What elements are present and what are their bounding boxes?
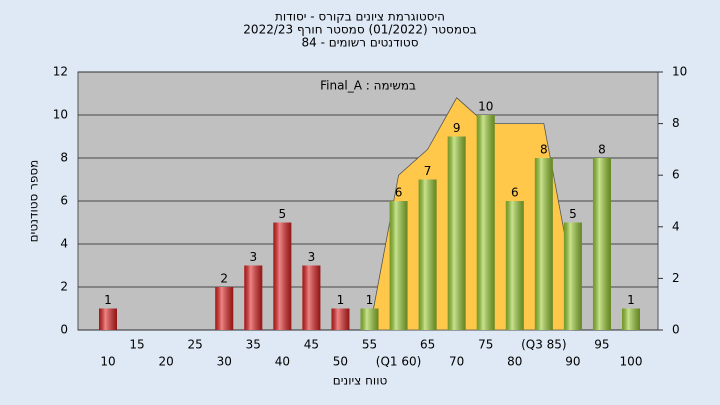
bar-shade bbox=[302, 265, 321, 330]
y2-tick-label: 0 bbox=[672, 323, 680, 337]
data-label: 1 bbox=[366, 293, 374, 307]
y2-tick-label: 6 bbox=[672, 168, 680, 182]
bar-shade bbox=[622, 308, 640, 330]
bar-shade bbox=[360, 308, 379, 330]
x-tick-label: 30 bbox=[217, 355, 232, 369]
data-label: 6 bbox=[511, 186, 519, 200]
bar-shade bbox=[592, 158, 611, 330]
data-label: 1 bbox=[337, 293, 345, 307]
x-tick-label: 50 bbox=[333, 355, 348, 369]
data-label: 5 bbox=[279, 207, 287, 221]
data-label: 1 bbox=[104, 293, 112, 307]
bar-shade bbox=[389, 201, 408, 330]
bar-shade bbox=[418, 179, 437, 330]
bar-shade bbox=[534, 158, 553, 330]
data-label: 3 bbox=[308, 250, 316, 264]
x-tick-label: 55 bbox=[362, 338, 377, 352]
bar-shade bbox=[476, 115, 495, 330]
x-tick-label: 25 bbox=[188, 338, 203, 352]
data-label: 3 bbox=[249, 250, 257, 264]
x-tick-label: 45 bbox=[304, 338, 319, 352]
x-tick-label: 10 bbox=[100, 355, 115, 369]
y-tick-label: 0 bbox=[60, 323, 68, 337]
x-tick-label: 20 bbox=[158, 355, 173, 369]
chart-title: היסטוגרמת ציונים בקורס - יסודות bbox=[275, 10, 445, 24]
bar-shade bbox=[505, 201, 524, 330]
bar-shade bbox=[273, 222, 292, 330]
x-tick-label: 65 bbox=[420, 338, 435, 352]
data-label: 2 bbox=[220, 272, 228, 286]
data-label: 8 bbox=[540, 143, 548, 157]
data-label: 1 bbox=[627, 293, 635, 307]
bar-shade bbox=[331, 308, 350, 330]
x-tick-label: 95 bbox=[594, 338, 609, 352]
y-axis-label: מספר סטודנטים bbox=[27, 160, 41, 243]
bar-shade bbox=[215, 287, 234, 330]
y-tick-label: 8 bbox=[60, 151, 68, 165]
y-tick-label: 6 bbox=[60, 194, 68, 208]
x-tick-label: 80 bbox=[507, 355, 522, 369]
bar-shade bbox=[563, 222, 582, 330]
data-label: 8 bbox=[598, 143, 606, 157]
y2-tick-label: 10 bbox=[672, 65, 687, 79]
data-label: 9 bbox=[453, 121, 461, 135]
y2-tick-label: 2 bbox=[672, 271, 680, 285]
data-label: 7 bbox=[424, 164, 432, 178]
y-tick-label: 12 bbox=[53, 65, 68, 79]
bar-shade bbox=[99, 308, 117, 330]
x-tick-label: 35 bbox=[246, 338, 261, 352]
y-tick-label: 10 bbox=[53, 108, 68, 122]
data-label: 5 bbox=[569, 207, 577, 221]
x-tick-label: 100 bbox=[620, 355, 643, 369]
y2-tick-label: 8 bbox=[672, 116, 680, 130]
x-tick-label: (Q1 60) bbox=[376, 355, 422, 369]
data-label: 6 bbox=[395, 186, 403, 200]
data-label: 10 bbox=[478, 100, 493, 114]
y2-tick-label: 4 bbox=[672, 219, 680, 233]
chart-subtitle: בסמסטר (01/2022) סמסטר חורף 2022/23 bbox=[243, 23, 476, 37]
x-tick-label: 70 bbox=[449, 355, 464, 369]
y-tick-label: 2 bbox=[60, 280, 68, 294]
x-axis-label: טווח ציונים bbox=[333, 374, 388, 388]
x-tick-label: 90 bbox=[565, 355, 580, 369]
x-tick-label: (Q3 85) bbox=[521, 338, 567, 352]
bar-shade bbox=[447, 136, 466, 330]
x-tick-label: 40 bbox=[275, 355, 290, 369]
annotation: Final_A : במשימה bbox=[320, 79, 416, 93]
y-tick-label: 4 bbox=[60, 237, 68, 251]
x-tick-label: 75 bbox=[478, 338, 493, 352]
chart-subtitle: סטודנטים רשומים - 84 bbox=[301, 36, 418, 50]
x-tick-label: 15 bbox=[129, 338, 144, 352]
bar-shade bbox=[244, 265, 263, 330]
